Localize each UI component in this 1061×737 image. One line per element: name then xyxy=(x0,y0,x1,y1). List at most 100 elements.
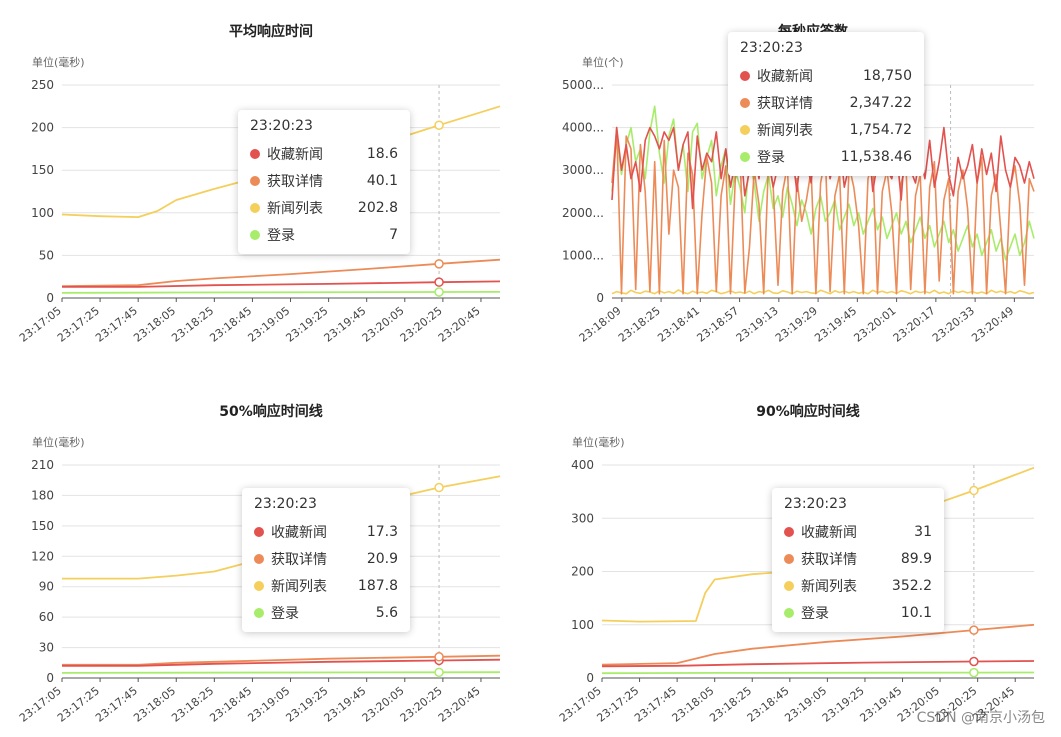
tooltip-series-value: 202.8 xyxy=(357,199,398,216)
series-line-1 xyxy=(601,660,1035,668)
tooltip-series-value: 1,754.72 xyxy=(849,121,912,138)
tooltip-series-value: 17.3 xyxy=(366,523,398,540)
hover-point xyxy=(434,287,444,297)
tooltip-series-value: 18.6 xyxy=(366,145,398,162)
tooltip-row: 获取详情 20.9 xyxy=(254,545,398,572)
tooltip-series-name: 新闻列表 xyxy=(271,578,327,595)
hover-point xyxy=(969,656,979,667)
y-tick-label: 250 xyxy=(31,78,54,92)
tooltip-row: 登录 11,538.46 xyxy=(740,143,912,170)
y-tick-label: 0 xyxy=(46,291,54,305)
tooltip-series-value: 7 xyxy=(389,226,398,243)
y-tick-label: 4000... xyxy=(562,121,604,135)
y-unit-label: 单位(个) xyxy=(582,55,624,69)
x-tick-label: 23:19:45 xyxy=(812,304,859,345)
tooltip-row: 获取详情 2,347.22 xyxy=(740,89,912,116)
x-tick-label: 23:18:25 xyxy=(616,304,663,345)
tooltip-series-value: 187.8 xyxy=(357,577,398,594)
x-tick-label: 23:20:45 xyxy=(970,684,1017,725)
tooltip-series-name: 收藏新闻 xyxy=(271,524,327,541)
y-tick-label: 90 xyxy=(39,580,54,594)
x-tick-label: 23:18:05 xyxy=(131,304,178,345)
series-line-4 xyxy=(61,290,501,294)
tooltip-series-value: 11,538.46 xyxy=(840,148,912,165)
y-tick-label: 3000... xyxy=(562,163,604,177)
series-line-4 xyxy=(61,671,501,674)
line-chart-2: 每秒应答数单位(个)01000...2000...3000...4000...5… xyxy=(562,23,1035,345)
watermark: CSDN @南京小汤包 xyxy=(916,710,1045,726)
tooltip-series-value: 2,347.22 xyxy=(849,94,912,111)
x-tick-label: 23:18:41 xyxy=(655,304,702,345)
tooltip-series-value: 18,750 xyxy=(863,67,912,84)
y-tick-label: 100 xyxy=(31,206,54,220)
x-tick-label: 23:17:05 xyxy=(17,304,64,345)
hover-point xyxy=(969,667,979,678)
tooltip-time: 23:20:23 xyxy=(784,496,847,512)
x-tick-label: 23:19:13 xyxy=(734,304,781,345)
x-tick-label: 23:19:05 xyxy=(245,304,292,345)
legend-dot-icon xyxy=(254,580,264,591)
tooltip-series-value: 20.9 xyxy=(366,550,398,567)
tooltip-series-name: 收藏新闻 xyxy=(267,146,323,163)
y-tick-label: 300 xyxy=(571,511,594,525)
hover-point xyxy=(434,277,444,287)
tooltip-series-name: 收藏新闻 xyxy=(801,524,857,541)
x-tick-label: 23:18:05 xyxy=(131,684,178,725)
tooltip-row: 获取详情 40.1 xyxy=(250,167,398,194)
tooltip-series-name: 登录 xyxy=(267,227,295,244)
legend-dot-icon xyxy=(254,526,264,537)
x-tick-label: 23:20:05 xyxy=(360,304,407,345)
series-line-3 xyxy=(61,105,501,219)
x-tick-label: 23:19:25 xyxy=(284,684,331,725)
y-unit-label: 单位(毫秒) xyxy=(32,55,85,69)
y-tick-label: 120 xyxy=(31,549,54,563)
tooltip-row: 新闻列表 202.8 xyxy=(250,194,398,221)
y-tick-label: 50 xyxy=(39,248,54,262)
tooltip-row: 收藏新闻 18,750 xyxy=(740,62,912,89)
y-tick-label: 0 xyxy=(596,291,604,305)
y-unit-label: 单位(毫秒) xyxy=(572,435,625,449)
x-tick-label: 23:20:25 xyxy=(398,304,445,345)
legend-dot-icon xyxy=(250,175,260,186)
y-tick-label: 100 xyxy=(571,618,594,632)
tooltip-series-value: 352.2 xyxy=(891,577,932,594)
tooltip-series-name: 登录 xyxy=(801,605,829,622)
hover-point xyxy=(434,667,444,678)
tooltip-series-value: 89.9 xyxy=(900,550,932,567)
tooltip-series-name: 获取详情 xyxy=(757,95,813,112)
tooltip-series-name: 新闻列表 xyxy=(757,122,813,139)
tooltip-series-name: 新闻列表 xyxy=(801,578,857,595)
tooltip-row: 收藏新闻 31 xyxy=(784,518,932,545)
tooltip-time: 23:20:23 xyxy=(250,118,313,134)
series-line-2 xyxy=(61,258,501,287)
series-line-3 xyxy=(611,289,1035,295)
x-tick-label: 23:19:45 xyxy=(322,684,369,725)
x-tick-label: 23:20:17 xyxy=(891,304,938,345)
x-tick-label: 23:18:45 xyxy=(207,684,254,725)
y-tick-label: 5000... xyxy=(562,78,604,92)
series-line-2 xyxy=(601,623,1035,666)
x-tick-label: 23:17:05 xyxy=(17,684,64,725)
x-tick-label: 23:20:25 xyxy=(398,684,445,725)
hover-point xyxy=(434,259,444,269)
x-tick-label: 23:17:25 xyxy=(55,684,102,725)
tooltip-row: 收藏新闻 17.3 xyxy=(254,518,398,545)
tooltip-row: 登录 7 xyxy=(250,221,398,248)
hover-point xyxy=(434,482,444,493)
y-tick-label: 0 xyxy=(586,671,594,685)
tooltip-row: 新闻列表 187.8 xyxy=(254,572,398,599)
hover-point xyxy=(969,625,979,635)
y-tick-label: 150 xyxy=(31,163,54,177)
tooltip-row: 新闻列表 1,754.72 xyxy=(740,116,912,143)
tooltip-row: 获取详情 89.9 xyxy=(784,545,932,572)
series-line-1 xyxy=(62,280,501,288)
hover-point xyxy=(434,120,444,130)
y-tick-label: 150 xyxy=(31,519,54,533)
legend-dot-icon xyxy=(784,580,794,591)
y-tick-label: 0 xyxy=(46,671,54,685)
legend-dot-icon xyxy=(254,553,264,564)
y-tick-label: 200 xyxy=(571,565,594,579)
legend-dot-icon xyxy=(250,148,260,159)
y-tick-label: 2000... xyxy=(562,206,604,220)
